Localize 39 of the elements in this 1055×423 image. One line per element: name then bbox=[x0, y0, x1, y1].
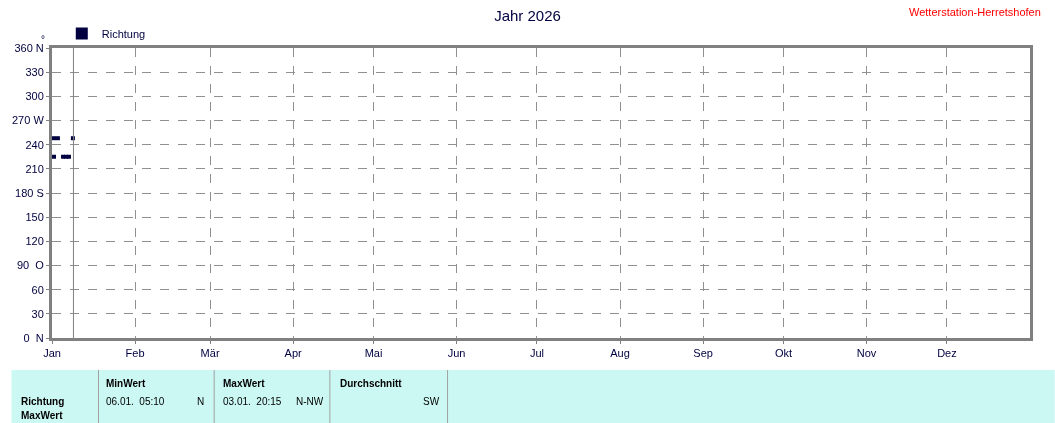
y-tick-label: 240 bbox=[25, 138, 44, 151]
y-tick-label: 60 bbox=[31, 283, 44, 296]
x-tick-label: Jan bbox=[43, 347, 61, 360]
x-tick-label: Okt bbox=[774, 347, 793, 360]
x-tick-label: Mai bbox=[364, 347, 383, 360]
x-tick-label: Feb bbox=[125, 347, 145, 360]
text: Richtung bbox=[21, 396, 65, 407]
y-tick-label: 120 bbox=[25, 235, 44, 248]
text: MaxWert bbox=[21, 410, 64, 421]
y-tick-label: 180 S bbox=[15, 186, 44, 199]
x-tick-label: Dez bbox=[937, 347, 957, 360]
text: MaxWert bbox=[223, 378, 266, 389]
y-tick-label: 30 bbox=[31, 307, 44, 320]
x-tick-label: Jun bbox=[447, 347, 466, 360]
text: N bbox=[197, 396, 205, 407]
text: SW bbox=[423, 396, 440, 407]
x-tick-label: Mär bbox=[200, 347, 220, 360]
text: 06.01. 05:10 bbox=[106, 396, 165, 407]
y-tick-label: 210 bbox=[25, 162, 44, 175]
text: 03.01. 20:15 bbox=[223, 396, 282, 407]
legend-label: Richtung bbox=[101, 27, 146, 40]
y-tick-label: 150 bbox=[25, 211, 44, 224]
y-tick-label: 270 W bbox=[12, 114, 45, 127]
x-tick-label: Aug bbox=[610, 347, 630, 360]
y-tick-label: 330 bbox=[25, 66, 44, 79]
text: N-NW bbox=[296, 396, 324, 407]
x-tick-label: Apr bbox=[284, 347, 303, 360]
text: Durchschnitt bbox=[340, 378, 403, 389]
x-tick-label: Jul bbox=[529, 347, 545, 360]
y-tick-label: 300 bbox=[25, 90, 44, 103]
y-tick-label: 0 N bbox=[23, 331, 44, 344]
y-tick-label: 90 O bbox=[16, 259, 45, 272]
text: MinWert bbox=[106, 378, 146, 389]
text: Wetterstation-Herretshofen bbox=[909, 6, 1041, 18]
y-axis-title: ° bbox=[41, 34, 45, 45]
y-tick-label: 360 N bbox=[14, 41, 44, 54]
chart-title: Jahr 2026 bbox=[494, 7, 561, 25]
x-tick-label: Nov bbox=[856, 347, 877, 360]
x-tick-label: Sep bbox=[693, 347, 713, 360]
